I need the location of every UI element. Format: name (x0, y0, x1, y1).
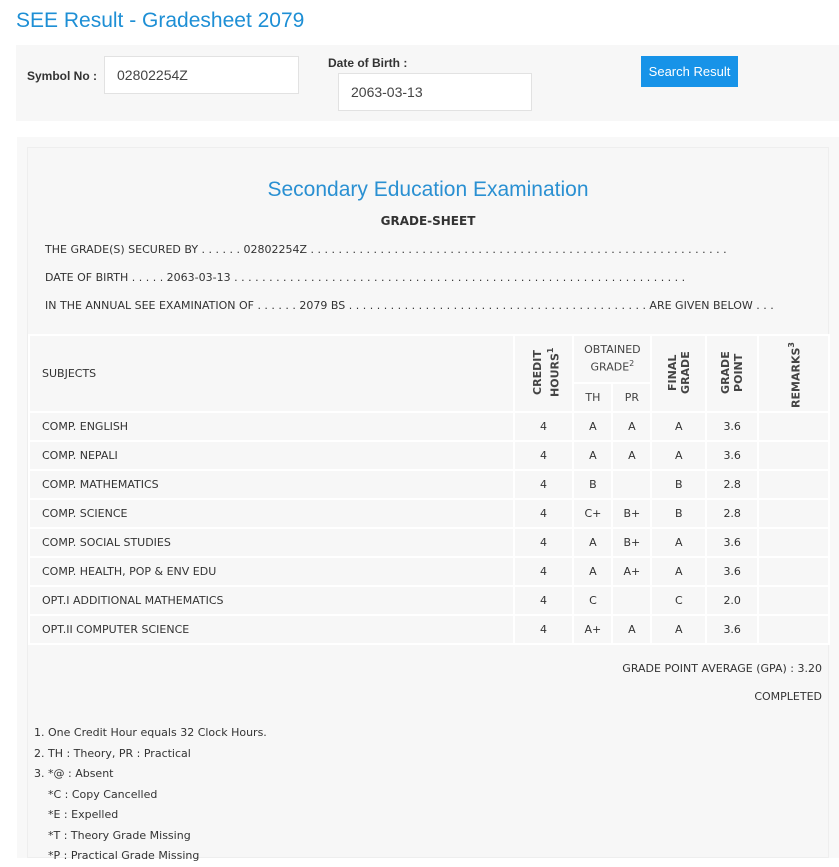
cell-final: A (650, 439, 708, 471)
symbol-label: Symbol No : (27, 69, 98, 83)
table-row: OPT.I ADDITIONAL MATHEMATICS 4 C C 2.0 (28, 584, 830, 616)
cell-remarks (757, 584, 830, 616)
gpa: GRADE POINT AVERAGE (GPA) : 3.20 (622, 662, 822, 675)
cell-pr: A (611, 439, 653, 471)
cell-final: A (650, 613, 708, 645)
cell-gp: 3.6 (705, 526, 760, 558)
cell-gp: 3.6 (705, 410, 760, 442)
search-result-button[interactable]: Search Result (641, 56, 738, 87)
secured-by-line: THE GRADE(S) SECURED BY . . . . . . 0280… (45, 243, 727, 256)
page-title: SEE Result - Gradesheet 2079 (16, 9, 305, 32)
cell-final: C (650, 584, 708, 616)
cell-pr: B+ (611, 497, 653, 529)
symbol-input[interactable]: 02802254Z (104, 56, 299, 94)
table-row: COMP. MATHEMATICS 4 B B 2.8 (28, 468, 830, 500)
cell-credit: 4 (512, 584, 575, 616)
cell-gp: 2.8 (705, 497, 760, 529)
cell-subject: COMP. HEALTH, POP & ENV EDU (28, 555, 515, 587)
cell-remarks (757, 555, 830, 587)
cell-credit: 4 (512, 526, 575, 558)
header-subjects: SUBJECTS (28, 334, 515, 413)
cell-pr: A+ (611, 555, 653, 587)
cell-final: B (650, 497, 708, 529)
cell-credit: 4 (512, 613, 575, 645)
cell-pr: B+ (611, 526, 653, 558)
cell-credit: 4 (512, 497, 575, 529)
result-status: COMPLETED (754, 690, 822, 703)
cell-subject: COMP. MATHEMATICS (28, 468, 515, 500)
cell-credit: 4 (512, 555, 575, 587)
gradesheet-heading: GRADE-SHEET (380, 214, 476, 228)
cell-pr (611, 584, 653, 616)
cell-gp: 2.8 (705, 468, 760, 500)
header-th: TH (572, 381, 614, 413)
cell-final: B (650, 468, 708, 500)
cell-credit: 4 (512, 410, 575, 442)
cell-th: B (572, 468, 614, 500)
dob-input[interactable]: 2063-03-13 (338, 73, 532, 111)
cell-remarks (757, 468, 830, 500)
footnote: 1. One Credit Hour equals 32 Clock Hours… (34, 726, 267, 739)
cell-pr: A (611, 410, 653, 442)
cell-th: A (572, 526, 614, 558)
cell-subject: COMP. SOCIAL STUDIES (28, 526, 515, 558)
cell-final: A (650, 555, 708, 587)
footnote: *P : Practical Grade Missing (34, 849, 200, 862)
cell-pr: A (611, 613, 653, 645)
cell-th: A (572, 410, 614, 442)
cell-th: C+ (572, 497, 614, 529)
header-obtained: OBTAINED GRADE2 (572, 334, 653, 384)
table-row: COMP. HEALTH, POP & ENV EDU 4 A A+ A 3.6 (28, 555, 830, 587)
cell-final: A (650, 410, 708, 442)
header-remarks: REMARKS3 (757, 334, 830, 413)
cell-th: A (572, 555, 614, 587)
footnote: 2. TH : Theory, PR : Practical (34, 746, 191, 760)
cell-subject: COMP. NEPALI (28, 439, 515, 471)
footnotes: 1. One Credit Hour equals 32 Clock Hours… (34, 723, 267, 867)
cell-subject: OPT.II COMPUTER SCIENCE (28, 613, 515, 645)
cell-pr (611, 468, 653, 500)
header-pr: PR (611, 381, 653, 413)
cell-th: C (572, 584, 614, 616)
header-credit: CREDIT HOURS1 (512, 334, 575, 413)
exam-line: IN THE ANNUAL SEE EXAMINATION OF . . . .… (45, 299, 774, 312)
cell-remarks (757, 497, 830, 529)
table-row: OPT.II COMPUTER SCIENCE 4 A+ A A 3.6 (28, 613, 830, 645)
footnote: *E : Expelled (34, 808, 119, 821)
table-row: COMP. SOCIAL STUDIES 4 A B+ A 3.6 (28, 526, 830, 558)
footnote: 3. *@ : Absent (34, 767, 114, 780)
dob-label: Date of Birth : (328, 56, 408, 70)
table-row: COMP. NEPALI 4 A A A 3.6 (28, 439, 830, 471)
cell-gp: 3.6 (705, 439, 760, 471)
table-row: COMP. SCIENCE 4 C+ B+ B 2.8 (28, 497, 830, 529)
result-panel: Secondary Education Examination GRADE-SH… (17, 137, 839, 862)
header-gp: GRADE POINT (705, 334, 760, 413)
header-final: FINAL GRADE (650, 334, 708, 413)
cell-credit: 4 (512, 439, 575, 471)
cell-remarks (757, 439, 830, 471)
cell-subject: COMP. SCIENCE (28, 497, 515, 529)
cell-remarks (757, 526, 830, 558)
cell-gp: 2.0 (705, 584, 760, 616)
cell-subject: COMP. ENGLISH (28, 410, 515, 442)
search-panel: Symbol No : 02802254Z Date of Birth : 20… (16, 45, 839, 121)
cell-gp: 3.6 (705, 555, 760, 587)
footnote: *T : Theory Grade Missing (34, 828, 191, 842)
cell-remarks (757, 613, 830, 645)
cell-remarks (757, 410, 830, 442)
cell-subject: OPT.I ADDITIONAL MATHEMATICS (28, 584, 515, 616)
grades-table: SUBJECTS CREDIT HOURS1 OBTAINED GRADE2 F… (28, 334, 830, 645)
gradesheet: Secondary Education Examination GRADE-SH… (27, 147, 830, 862)
table-row: COMP. ENGLISH 4 A A A 3.6 (28, 410, 830, 442)
footnote: *C : Copy Cancelled (34, 787, 158, 801)
dob-line: DATE OF BIRTH . . . . . 2063-03-13 . . .… (45, 271, 686, 284)
exam-title: Secondary Education Examination (267, 178, 589, 201)
cell-final: A (650, 526, 708, 558)
cell-th: A+ (572, 613, 614, 645)
cell-credit: 4 (512, 468, 575, 500)
cell-gp: 3.6 (705, 613, 760, 645)
cell-th: A (572, 439, 614, 471)
